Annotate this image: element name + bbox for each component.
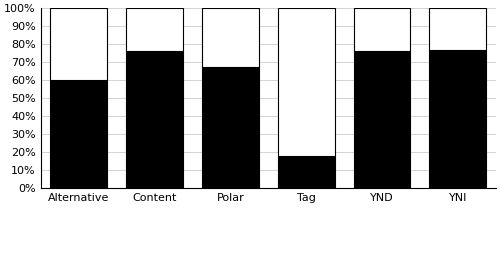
Bar: [430, 50, 486, 188]
Bar: [202, 8, 259, 68]
Bar: [50, 8, 107, 80]
Bar: [126, 51, 183, 188]
Bar: [50, 80, 107, 188]
Bar: [278, 8, 334, 156]
Bar: [278, 156, 334, 188]
Bar: [202, 68, 259, 188]
Bar: [126, 8, 183, 51]
Bar: [430, 8, 486, 50]
Bar: [354, 51, 410, 188]
Bar: [354, 8, 410, 51]
